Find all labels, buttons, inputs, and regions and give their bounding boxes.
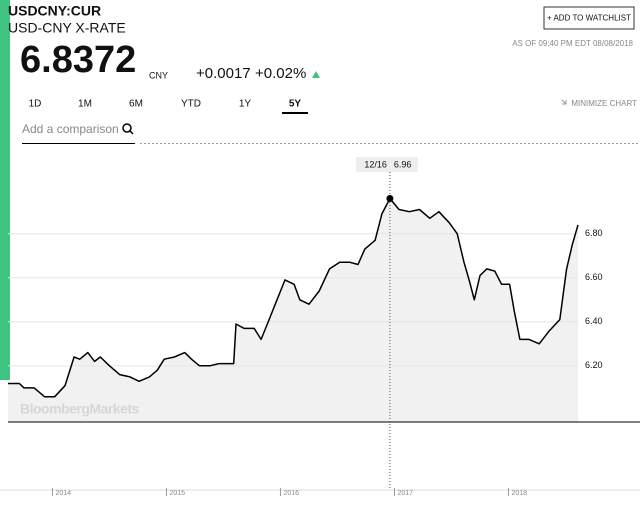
watchlist-button[interactable] <box>543 6 635 30</box>
tab[interactable]: 5Y <box>289 99 302 110</box>
currency: CNY <box>149 70 168 80</box>
price: 6.8372 <box>20 39 136 81</box>
y-tick-label: 6.80 <box>585 228 603 238</box>
change: +0.0017 <box>196 65 251 82</box>
minimize-icon <box>561 99 567 105</box>
x-tick-label: 2017 <box>397 490 413 497</box>
tooltip-box <box>355 157 418 172</box>
tab-underline <box>282 112 308 114</box>
y-tick-label: 6.40 <box>585 316 603 326</box>
ticker: USDCNY:CUR <box>8 3 101 19</box>
search-icon[interactable] <box>122 123 132 133</box>
tab[interactable]: 1Y <box>239 99 252 110</box>
x-tick-label: 2018 <box>511 490 527 497</box>
timestamp: AS OF 09:40 PM EDT 08/08/2018 <box>512 39 633 48</box>
x-tick-label: 2016 <box>283 490 299 497</box>
up-arrow <box>312 71 320 78</box>
comparison-input[interactable]: Add a comparison <box>22 122 119 136</box>
crosshair-point <box>386 194 394 202</box>
y-tick-label: 6.60 <box>585 272 603 282</box>
tab[interactable]: YTD <box>181 99 201 110</box>
watchlist-label[interactable]: + ADD TO WATCHLIST <box>547 14 631 23</box>
x-tick-label: 2015 <box>169 490 185 497</box>
tab[interactable]: 1D <box>29 99 42 110</box>
tab[interactable]: 6M <box>129 99 143 110</box>
area <box>8 198 578 422</box>
instrument-name: USD-CNY X-RATE <box>8 20 126 36</box>
chart: BloombergMarkets 6.80 6.60 6.40 6.20 12/16 6.9… <box>0 157 640 497</box>
accent-bar <box>0 0 10 380</box>
tooltip-value: 6.96 <box>394 159 412 169</box>
tooltip-date: 12/16 <box>364 159 387 169</box>
y-tick-label: 6.20 <box>585 360 603 370</box>
price-line <box>8 197 579 398</box>
tabs: 1D 1M 6M YTD 1Y 5Y <box>29 99 302 110</box>
minimize-chart[interactable]: MINIMIZE CHART <box>571 99 637 108</box>
search-icon-handle <box>129 130 134 135</box>
x-tick-label: 2014 <box>55 490 71 497</box>
tab[interactable]: 1M <box>78 99 92 110</box>
change-percent: +0.02% <box>255 65 306 82</box>
watermark: BloombergMarkets <box>20 401 140 417</box>
